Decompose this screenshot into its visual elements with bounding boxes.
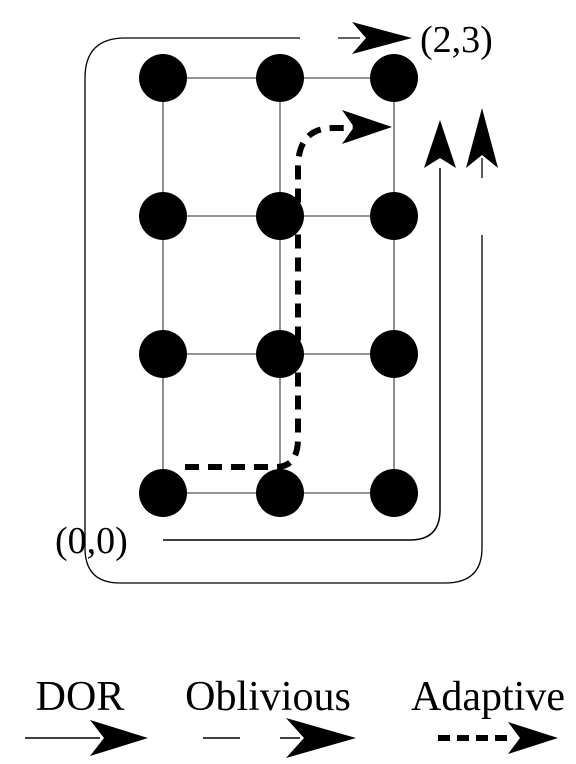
- grid-node-2-3: [370, 54, 418, 102]
- dor-route-arrowhead: [424, 120, 456, 168]
- grid-node-2-1: [370, 330, 418, 378]
- grid-node-2-2: [370, 192, 418, 240]
- origin-label: (0,0): [55, 520, 128, 562]
- legend-label-adaptive: Adaptive: [411, 674, 565, 720]
- grid-nodes: [139, 54, 418, 517]
- legend: DOR Oblivious Adaptive: [25, 674, 565, 758]
- oblivious-route-outer: [84, 37, 483, 584]
- adaptive-route-arrowhead: [342, 110, 392, 144]
- grid-node-0-1: [139, 330, 187, 378]
- grid-node-2-0: [370, 469, 418, 517]
- grid-node-1-2: [256, 192, 304, 240]
- destination-label: (2,3): [420, 19, 493, 61]
- grid-node-1-3: [256, 54, 304, 102]
- grid-node-0-2: [139, 192, 187, 240]
- oblivious-route-arrowhead-top: [352, 22, 412, 54]
- grid-node-0-3: [139, 54, 187, 102]
- legend-label-oblivious: Oblivious: [185, 674, 351, 720]
- grid-node-1-1: [256, 330, 304, 378]
- grid-edges: [162, 77, 395, 494]
- oblivious-route-arrowhead-vertical: [466, 108, 498, 168]
- legend-swatch-dor-arrowhead: [90, 720, 148, 756]
- legend-swatch-oblivious-arrowhead: [286, 718, 356, 758]
- dor-route: [163, 168, 441, 541]
- legend-label-dor: DOR: [36, 674, 125, 720]
- legend-swatch-adaptive-arrowhead: [508, 722, 558, 754]
- adaptive-route: [185, 125, 355, 470]
- grid-node-1-0: [256, 469, 304, 517]
- grid-node-0-0: [139, 469, 187, 517]
